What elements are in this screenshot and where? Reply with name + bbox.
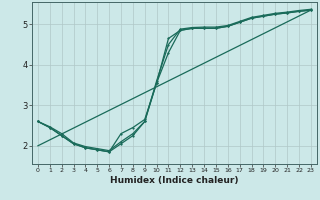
X-axis label: Humidex (Indice chaleur): Humidex (Indice chaleur) <box>110 176 239 185</box>
